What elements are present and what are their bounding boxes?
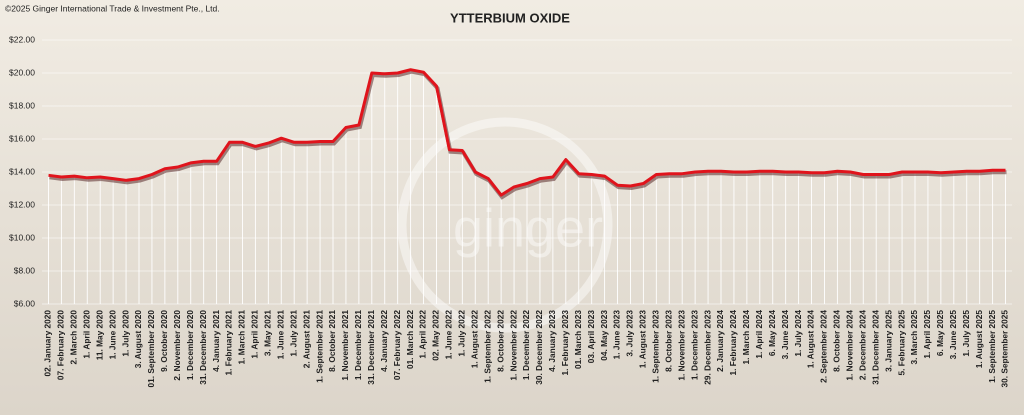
- x-tick-label: 1. December 2020: [185, 310, 195, 380]
- y-tick-label: $20.00: [9, 67, 35, 77]
- x-tick-label: 4. January 2021: [211, 310, 221, 372]
- y-tick-label: $6.00: [14, 298, 36, 308]
- x-tick-label: 1. June 2023: [612, 310, 622, 360]
- x-tick-label: 9. October 2020: [159, 310, 169, 372]
- x-tick-label: 1. February 2021: [224, 310, 234, 376]
- x-tick-label: 02. May 2022: [431, 310, 441, 361]
- x-tick-label: 01. September 2020: [146, 310, 156, 388]
- x-tick-label: 1. August 2024: [806, 310, 816, 369]
- x-tick-label: 1. November 2022: [508, 310, 518, 381]
- x-tick-label: 31. December 2020: [198, 310, 208, 385]
- y-tick-label: $14.00: [9, 166, 35, 176]
- x-tick-label: 8. October 2023: [663, 310, 673, 372]
- watermark-ring: [397, 117, 613, 333]
- y-tick-label: $12.00: [9, 199, 35, 209]
- x-tick-label: 1. July 2022: [457, 310, 467, 357]
- x-tick-label: 1. August 2025: [974, 310, 984, 369]
- x-tick-label: 1. June 2021: [275, 310, 285, 360]
- x-tick-label: 6. May 2024: [767, 310, 777, 357]
- x-tick-label: 8. October 2024: [832, 310, 842, 372]
- x-tick-label: 02. January 2020: [43, 310, 53, 377]
- x-tick-label: 1. July 2021: [288, 310, 298, 357]
- x-tick-label: 29. December 2023: [702, 310, 712, 385]
- x-tick-label: 3. May 2021: [263, 310, 273, 357]
- line: [48, 68, 1006, 197]
- x-tick-label: 6. May 2025: [935, 310, 945, 357]
- x-tick-label: 3. January 2025: [883, 310, 893, 372]
- x-tick-label: 1. November 2023: [676, 310, 686, 381]
- x-tick-label: 1. December 2022: [521, 310, 531, 380]
- y-tick-label: $18.00: [9, 100, 35, 110]
- x-tick-label: 30. December 2022: [534, 310, 544, 385]
- x-tick-label: 1. July 2024: [793, 310, 803, 357]
- x-tick-label: 8. October 2021: [327, 310, 337, 372]
- x-tick-label: 3. June 2024: [780, 310, 790, 360]
- copyright: ©2025 Ginger International Trade & Inves…: [5, 3, 220, 13]
- x-tick-label: 1. July 2025: [961, 310, 971, 357]
- x-tick-label: 3. March 2025: [909, 310, 919, 365]
- x-tick-label: 1. June 2022: [444, 310, 454, 360]
- x-tick-label: 2. December 2024: [857, 310, 867, 380]
- x-tick-label: 4. January 2023: [547, 310, 557, 372]
- x-tick-label: 03. April 2023: [586, 310, 596, 364]
- x-tick-label: 01. March 2023: [573, 310, 583, 369]
- x-tick-label: 1. April 2020: [81, 310, 91, 359]
- x-tick-label: 01. March 2022: [405, 310, 415, 369]
- y-tick-label: $22.00: [9, 34, 35, 44]
- x-tick-label: 1. December 2021: [353, 310, 363, 380]
- x-tick-label: 1. February 2023: [560, 310, 570, 376]
- x-tick-label: 1. March 2024: [741, 310, 751, 365]
- x-tick-label: 8. October 2022: [495, 310, 505, 372]
- x-tick-label: 1. August 2022: [469, 310, 479, 369]
- x-tick-label: 1. February 2024: [728, 310, 738, 376]
- x-tick-label: 1. December 2023: [689, 310, 699, 380]
- x-tick-label: 1. September 2025: [987, 310, 997, 383]
- x-tick-label: 1. July 2020: [120, 310, 130, 357]
- x-tick-label: 2. August 2021: [301, 310, 311, 369]
- x-tick-label: 1. April 2024: [754, 310, 764, 359]
- x-tick-label: 07. February 2020: [56, 310, 66, 380]
- x-tick-label: 1. June 2020: [107, 310, 117, 360]
- x-tick-label: 1. September 2023: [651, 310, 661, 383]
- x-tick-label: 3. July 2023: [625, 310, 635, 357]
- x-tick-label: 2. November 2020: [172, 310, 182, 381]
- watermark: ginger: [453, 198, 603, 258]
- x-tick-label: 07. February 2022: [392, 310, 402, 380]
- y-tick-label: $8.00: [14, 265, 36, 275]
- x-tick-label: 1. September 2021: [314, 310, 324, 383]
- x-tick-label: 11. May 2020: [94, 310, 104, 361]
- y-tick-label: $10.00: [9, 232, 35, 242]
- x-tick-label: 1. March 2021: [237, 310, 247, 365]
- chart-title: YTTERBIUM OXIDE: [450, 10, 570, 25]
- x-tick-label: 2. September 2024: [819, 310, 829, 383]
- x-tick-label: 5. February 2025: [896, 310, 906, 376]
- x-tick-label: 1. April 2021: [250, 310, 260, 359]
- x-tick-label: 04. May 2023: [599, 310, 609, 361]
- x-tick-label: 1. April 2025: [922, 310, 932, 359]
- x-tick-label: 1. April 2022: [418, 310, 428, 359]
- x-tick-label: 4. January 2022: [379, 310, 389, 372]
- x-tick-label: 1. November 2021: [340, 310, 350, 381]
- x-tick-label: 3. August 2020: [133, 310, 143, 369]
- x-tick-label: 1. September 2022: [482, 310, 492, 383]
- x-tick-label: 31. December 2024: [870, 310, 880, 385]
- x-tick-label: 2. March 2020: [69, 310, 79, 365]
- x-tick-label: 1. November 2024: [845, 310, 855, 381]
- x-tick-label: 30. September 2025: [1000, 310, 1010, 388]
- x-tick-label: 3. June 2025: [948, 310, 958, 360]
- x-tick-label: 1. August 2023: [638, 310, 648, 369]
- line-shadow: [49, 69, 1007, 200]
- x-tick-label: 31. December 2021: [366, 310, 376, 385]
- y-tick-label: $16.00: [9, 133, 35, 143]
- x-tick-label: 2. January 2024: [715, 310, 725, 372]
